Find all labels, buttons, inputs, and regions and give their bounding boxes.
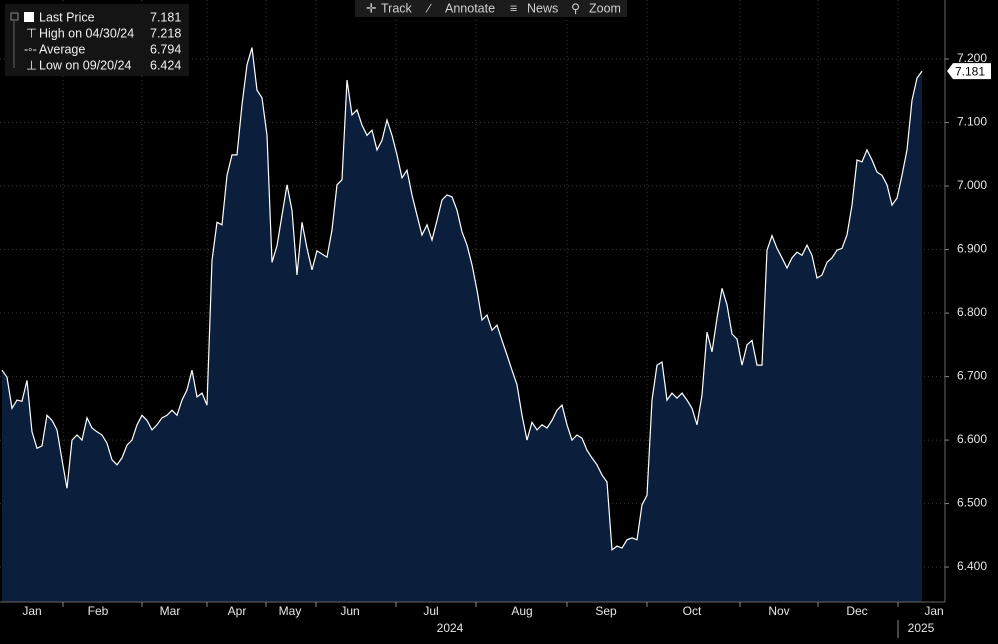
y-tick-label: 6.700 <box>957 369 987 383</box>
y-tick-label: 7.000 <box>957 178 987 192</box>
collapse-icon[interactable] <box>10 12 19 21</box>
legend-label: Low on 09/20/24 <box>39 58 131 72</box>
x-tick-label: Jan <box>924 604 943 618</box>
toolbar-label: Zoom <box>589 1 621 15</box>
icon: ∕ <box>425 1 432 15</box>
y-tick-label: 6.400 <box>957 559 987 573</box>
track-button[interactable]: ✛ Track <box>366 1 413 15</box>
x-tick-label: Jan <box>22 604 41 618</box>
y-tick-label: 7.200 <box>957 51 987 65</box>
legend-value: 7.181 <box>150 10 181 24</box>
y-tick-label: 7.100 <box>957 115 987 129</box>
toolbar-label: Track <box>381 1 413 15</box>
legend-icon: -◦- <box>24 42 37 56</box>
icon: ⚲ <box>571 1 580 15</box>
legend-value: 7.218 <box>150 26 181 40</box>
area <box>2 47 922 603</box>
x-tick-label: Jun <box>340 604 359 618</box>
year-label: 2024 <box>437 621 464 635</box>
y-tick-label: 6.900 <box>957 242 987 256</box>
last-price-label: 7.181 <box>955 64 985 78</box>
x-tick-label: Sep <box>595 604 617 618</box>
x-tick-label: Dec <box>846 604 867 618</box>
toolbar: ✛ Track ∕ Annotate ≡ News ⚲ Zoom <box>355 0 627 17</box>
legend-icon: ⊥ <box>26 58 37 72</box>
legend-label: Last Price <box>39 10 95 24</box>
x-tick-label: Aug <box>511 604 532 618</box>
legend-icon: ⊤ <box>26 26 37 40</box>
legend-value: 6.794 <box>150 42 181 56</box>
x-tick-label: May <box>279 604 302 618</box>
toolbar-label: Annotate <box>445 1 495 15</box>
x-tick-label: Mar <box>160 604 181 618</box>
year-label: 2025 <box>908 621 935 635</box>
x-tick-label: Jul <box>423 604 438 618</box>
news-button[interactable]: ≡ News <box>510 1 558 15</box>
y-tick-label: 6.800 <box>957 305 987 319</box>
line <box>1 47 923 552</box>
legend-bg <box>5 4 189 76</box>
annotate-button[interactable]: ∕ Annotate <box>425 1 495 15</box>
x-tick-label: Feb <box>88 604 109 618</box>
legend-value: 6.424 <box>150 58 181 72</box>
last-price-tag <box>947 63 991 80</box>
y-tick-label: 6.500 <box>957 496 987 510</box>
legend: Last Price 7.181 ⊤ High on 04/30/24 7.21… <box>5 4 189 76</box>
toolbar-bg <box>355 0 627 17</box>
icon: ≡ <box>510 1 517 15</box>
x-tick-label: Nov <box>768 604 789 618</box>
x-tick-label: Oct <box>683 604 702 618</box>
zoom-button[interactable]: ⚲ Zoom <box>571 1 621 15</box>
legend-label: High on 04/30/24 <box>39 26 134 40</box>
toolbar-label: News <box>527 1 558 15</box>
x-tick-label: Apr <box>228 604 247 618</box>
legend-swatch <box>24 12 34 22</box>
plot <box>0 0 945 603</box>
y-tick-label: 6.600 <box>957 432 987 446</box>
legend-label: Average <box>39 42 85 56</box>
icon: ✛ <box>366 1 377 15</box>
